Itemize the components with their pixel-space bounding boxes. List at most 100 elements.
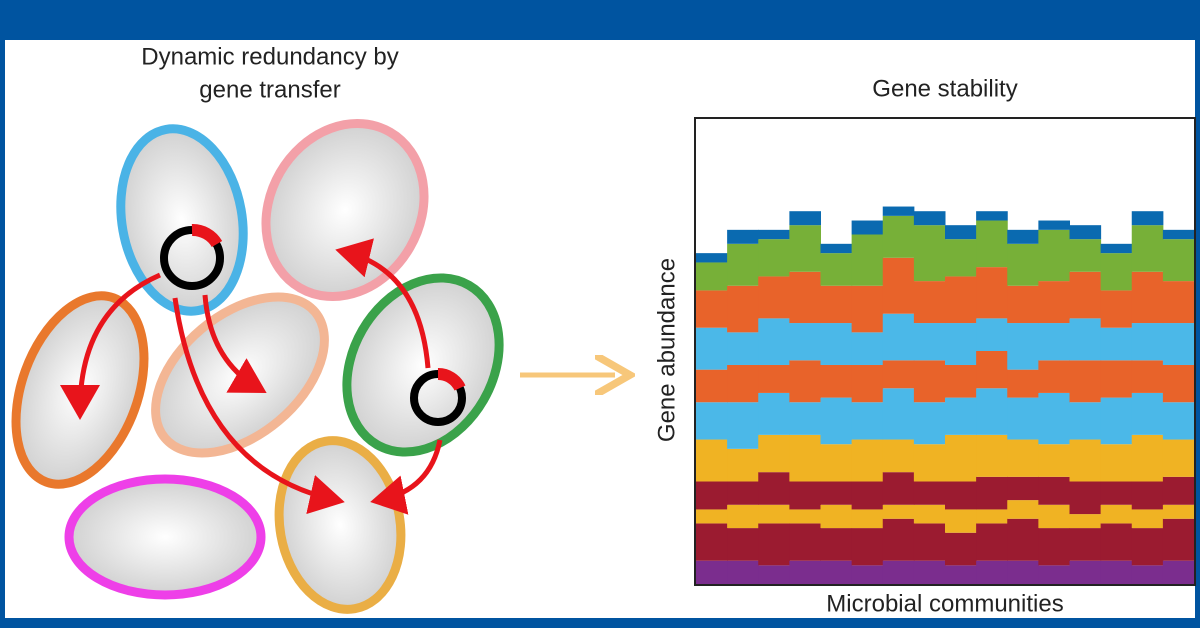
bar-segment	[976, 476, 1008, 510]
bar-segment	[1038, 323, 1070, 361]
bar-segment	[882, 439, 915, 473]
bar-segment	[696, 253, 728, 263]
bar-segment	[1038, 504, 1070, 529]
chart-title: Gene stability	[872, 75, 1017, 102]
bar-segment	[758, 276, 790, 319]
bar-segment	[945, 276, 977, 324]
bar-segment	[789, 271, 821, 324]
bar-segment	[1162, 229, 1195, 240]
bar-segment	[1038, 476, 1070, 505]
bar-segment	[820, 560, 853, 584]
bar-segment	[1162, 323, 1195, 365]
bar-segment	[727, 528, 759, 561]
bar-segment	[696, 439, 728, 482]
bar-segment	[1100, 504, 1133, 524]
bar-segment	[696, 327, 728, 370]
bar-segment	[1069, 560, 1102, 584]
bar-segment	[913, 360, 946, 403]
bar-segment	[820, 364, 853, 398]
bar-segment	[1100, 481, 1133, 505]
bar-segment	[1038, 528, 1070, 566]
bar-segment	[1131, 211, 1164, 226]
cell	[261, 119, 429, 301]
bar-segment	[913, 281, 946, 324]
bar-segment	[820, 285, 853, 324]
bar-segment	[1007, 229, 1039, 244]
transfer-arrows	[60, 238, 443, 515]
bar-segment	[789, 434, 821, 482]
bar-segment	[727, 448, 759, 482]
bar-segment	[1131, 528, 1164, 566]
bar-segment	[1069, 402, 1102, 440]
bar-segment	[1131, 323, 1164, 361]
bar-segment	[851, 481, 884, 510]
bar-segment	[976, 523, 1008, 561]
bar-segment	[1162, 364, 1195, 403]
bar-segment	[851, 332, 884, 365]
bar-segment	[727, 504, 759, 529]
bar-segment	[945, 364, 977, 398]
bar-segment	[851, 285, 884, 333]
bar-segment	[1162, 402, 1195, 440]
bar-segment	[1100, 243, 1133, 254]
bar-segment	[976, 434, 1008, 477]
bar-segment	[789, 402, 821, 435]
arrow	[172, 297, 345, 515]
bar-segment	[1162, 439, 1195, 477]
bar-segment	[882, 257, 915, 314]
diagram-title: Dynamic redundancy by	[141, 43, 398, 70]
bar-segment	[820, 397, 853, 445]
cell	[116, 124, 248, 316]
bar-segment	[1069, 528, 1102, 561]
bar-segment	[696, 481, 728, 510]
bar-segment	[1007, 439, 1039, 477]
bar-segment	[758, 523, 790, 566]
bar-segment	[882, 360, 915, 389]
bar-segment	[882, 518, 915, 561]
bar-segment	[696, 509, 728, 524]
bar-segment	[820, 528, 853, 561]
bar-segment	[882, 504, 915, 519]
bar-segment	[1131, 481, 1164, 510]
bar-segment	[758, 565, 790, 584]
bar-segment	[1100, 290, 1133, 328]
bar-segment	[882, 472, 915, 505]
bar-segment	[758, 434, 790, 473]
bar-segment	[913, 323, 946, 361]
bar-segment	[789, 211, 821, 226]
bar-segment	[851, 565, 884, 584]
bar-segment	[976, 318, 1008, 351]
bar-segment	[696, 560, 728, 584]
bar-segment	[945, 509, 977, 533]
bar-segment	[1131, 565, 1164, 584]
gene	[191, 224, 223, 248]
bar-segment	[882, 313, 915, 361]
bar-segment	[976, 267, 1008, 319]
bar-segment	[913, 444, 946, 482]
bar-segment	[1162, 560, 1195, 584]
bar-segment	[758, 364, 790, 393]
bar-segment	[758, 229, 790, 240]
bar-segment	[696, 402, 728, 440]
bar-segment	[1007, 476, 1039, 501]
bar-segment	[1038, 360, 1070, 393]
bar-segment	[945, 532, 977, 566]
bar-segment	[820, 243, 853, 254]
bar-segment	[851, 364, 884, 403]
bar-segment	[1131, 509, 1164, 529]
bar-segment	[1069, 481, 1102, 515]
bar-segment	[727, 332, 759, 365]
bar-segment	[820, 504, 853, 529]
bar-segment	[976, 351, 1008, 389]
bar-segment	[851, 528, 884, 566]
bar-segment	[945, 323, 977, 365]
bar-segment	[727, 243, 759, 286]
bar-segment	[913, 402, 946, 445]
bar-segment	[820, 253, 853, 286]
bar-segment	[1007, 323, 1039, 370]
bar-segment	[1007, 369, 1039, 398]
bar-segment	[789, 360, 821, 403]
bar-segment	[1100, 444, 1133, 482]
bar-segment	[1069, 514, 1102, 529]
arrow	[335, 238, 431, 369]
